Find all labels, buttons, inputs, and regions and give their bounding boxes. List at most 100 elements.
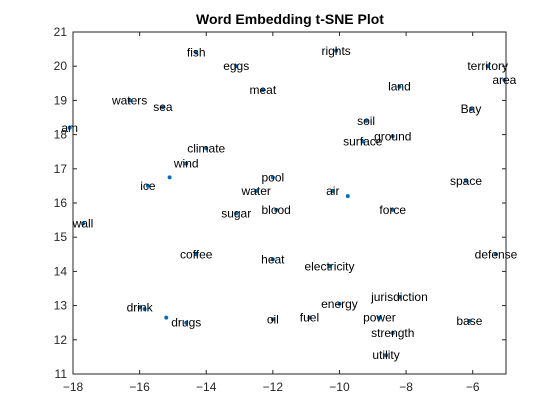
data-point [360, 139, 365, 144]
word-label: rights [321, 44, 350, 58]
data-point [274, 207, 279, 212]
word-label: sugar [221, 206, 251, 220]
y-tick-label: 17 [54, 162, 68, 176]
x-tick-label: −14 [196, 380, 217, 394]
axis-ticks: −18 −16 −14 −12 −10 −8 −6 11 12 13 14 15 16 17 18 19 20 2… [54, 25, 506, 394]
word-label: utility [372, 348, 399, 362]
data-point [327, 264, 332, 269]
data-point [330, 189, 335, 194]
word-label: surface [343, 134, 383, 148]
word-label: pool [262, 170, 285, 184]
y-tick-label: 18 [54, 128, 68, 142]
data-point [260, 88, 265, 93]
data-point [502, 77, 507, 82]
x-tick-label: −10 [329, 380, 350, 394]
word-label: territory [467, 59, 508, 73]
data-point [270, 175, 275, 180]
data-point [194, 50, 199, 55]
y-tick-label: 14 [54, 264, 68, 278]
data-point [364, 118, 369, 123]
data-point [127, 98, 132, 103]
x-tick-label: −18 [63, 380, 84, 394]
word-label: wind [173, 157, 199, 171]
x-tick-label: −6 [466, 380, 480, 394]
data-point [67, 125, 72, 130]
word-label: drugs [171, 316, 201, 330]
y-tick-label: 16 [54, 196, 68, 210]
data-point [345, 194, 350, 199]
chart-title: Word Embedding t-SNE Plot [196, 11, 384, 27]
word-label: area [492, 73, 516, 87]
data-point [80, 221, 85, 226]
data-point [184, 320, 189, 325]
data-point [270, 317, 275, 322]
data-point [234, 64, 239, 69]
data-points [67, 48, 507, 358]
y-tick-label: 21 [54, 25, 68, 39]
data-point [397, 84, 402, 89]
data-point [464, 178, 469, 183]
y-tick-label: 20 [54, 59, 68, 73]
data-point [137, 305, 142, 310]
word-label: sea [153, 100, 173, 114]
data-point [145, 183, 150, 188]
word-label: force [379, 203, 406, 217]
x-tick-label: −8 [399, 380, 413, 394]
word-label: power [363, 311, 396, 325]
word-label: wall [72, 217, 94, 231]
data-point [467, 318, 472, 323]
data-point [384, 353, 389, 358]
data-point [397, 295, 402, 300]
word-label: blood [261, 203, 290, 217]
data-point [164, 315, 169, 320]
word-label: fuel [300, 311, 319, 325]
plot-area [72, 31, 507, 375]
x-tick-label: −16 [129, 380, 150, 394]
word-label: heat [261, 252, 285, 266]
y-tick-label: 15 [54, 230, 68, 244]
data-point [307, 315, 312, 320]
word-label: eggs [223, 59, 249, 73]
word-label: space [450, 174, 482, 188]
data-point [390, 207, 395, 212]
data-point [469, 106, 474, 111]
y-tick-label: 11 [55, 367, 68, 381]
y-tick-label: 19 [54, 93, 68, 107]
y-tick-label: 13 [54, 299, 68, 313]
data-point [194, 252, 199, 257]
word-label: soil [357, 114, 375, 128]
word-label: jurisdiction [370, 290, 428, 304]
word-label: ice [140, 179, 156, 193]
data-point [160, 105, 165, 110]
word-label: am [61, 121, 78, 135]
word-label: strength [371, 326, 414, 340]
data-point [184, 161, 189, 166]
data-point [334, 48, 339, 53]
word-label: fish [187, 46, 206, 60]
data-point [142, 307, 147, 312]
word-label: base [456, 314, 482, 328]
word-label: Bay [461, 102, 482, 116]
data-point [204, 146, 209, 151]
data-point [390, 134, 395, 139]
word-label: water [241, 184, 271, 198]
data-point [494, 252, 499, 257]
word-label: ground [374, 129, 411, 143]
data-point [377, 315, 382, 320]
data-point [254, 189, 259, 194]
data-point [270, 257, 275, 262]
word-label: meat [250, 83, 277, 97]
word-label: drink [127, 300, 154, 314]
word-label: waters [111, 93, 147, 107]
x-tick-label: −12 [263, 380, 284, 394]
word-label: energy [321, 297, 358, 311]
data-point [337, 301, 342, 306]
data-point [390, 330, 395, 335]
word-label: oil [267, 312, 279, 326]
word-label: coffee [180, 247, 213, 261]
data-point [167, 175, 172, 180]
word-label: climate [187, 141, 225, 155]
word-label: air [326, 184, 339, 198]
